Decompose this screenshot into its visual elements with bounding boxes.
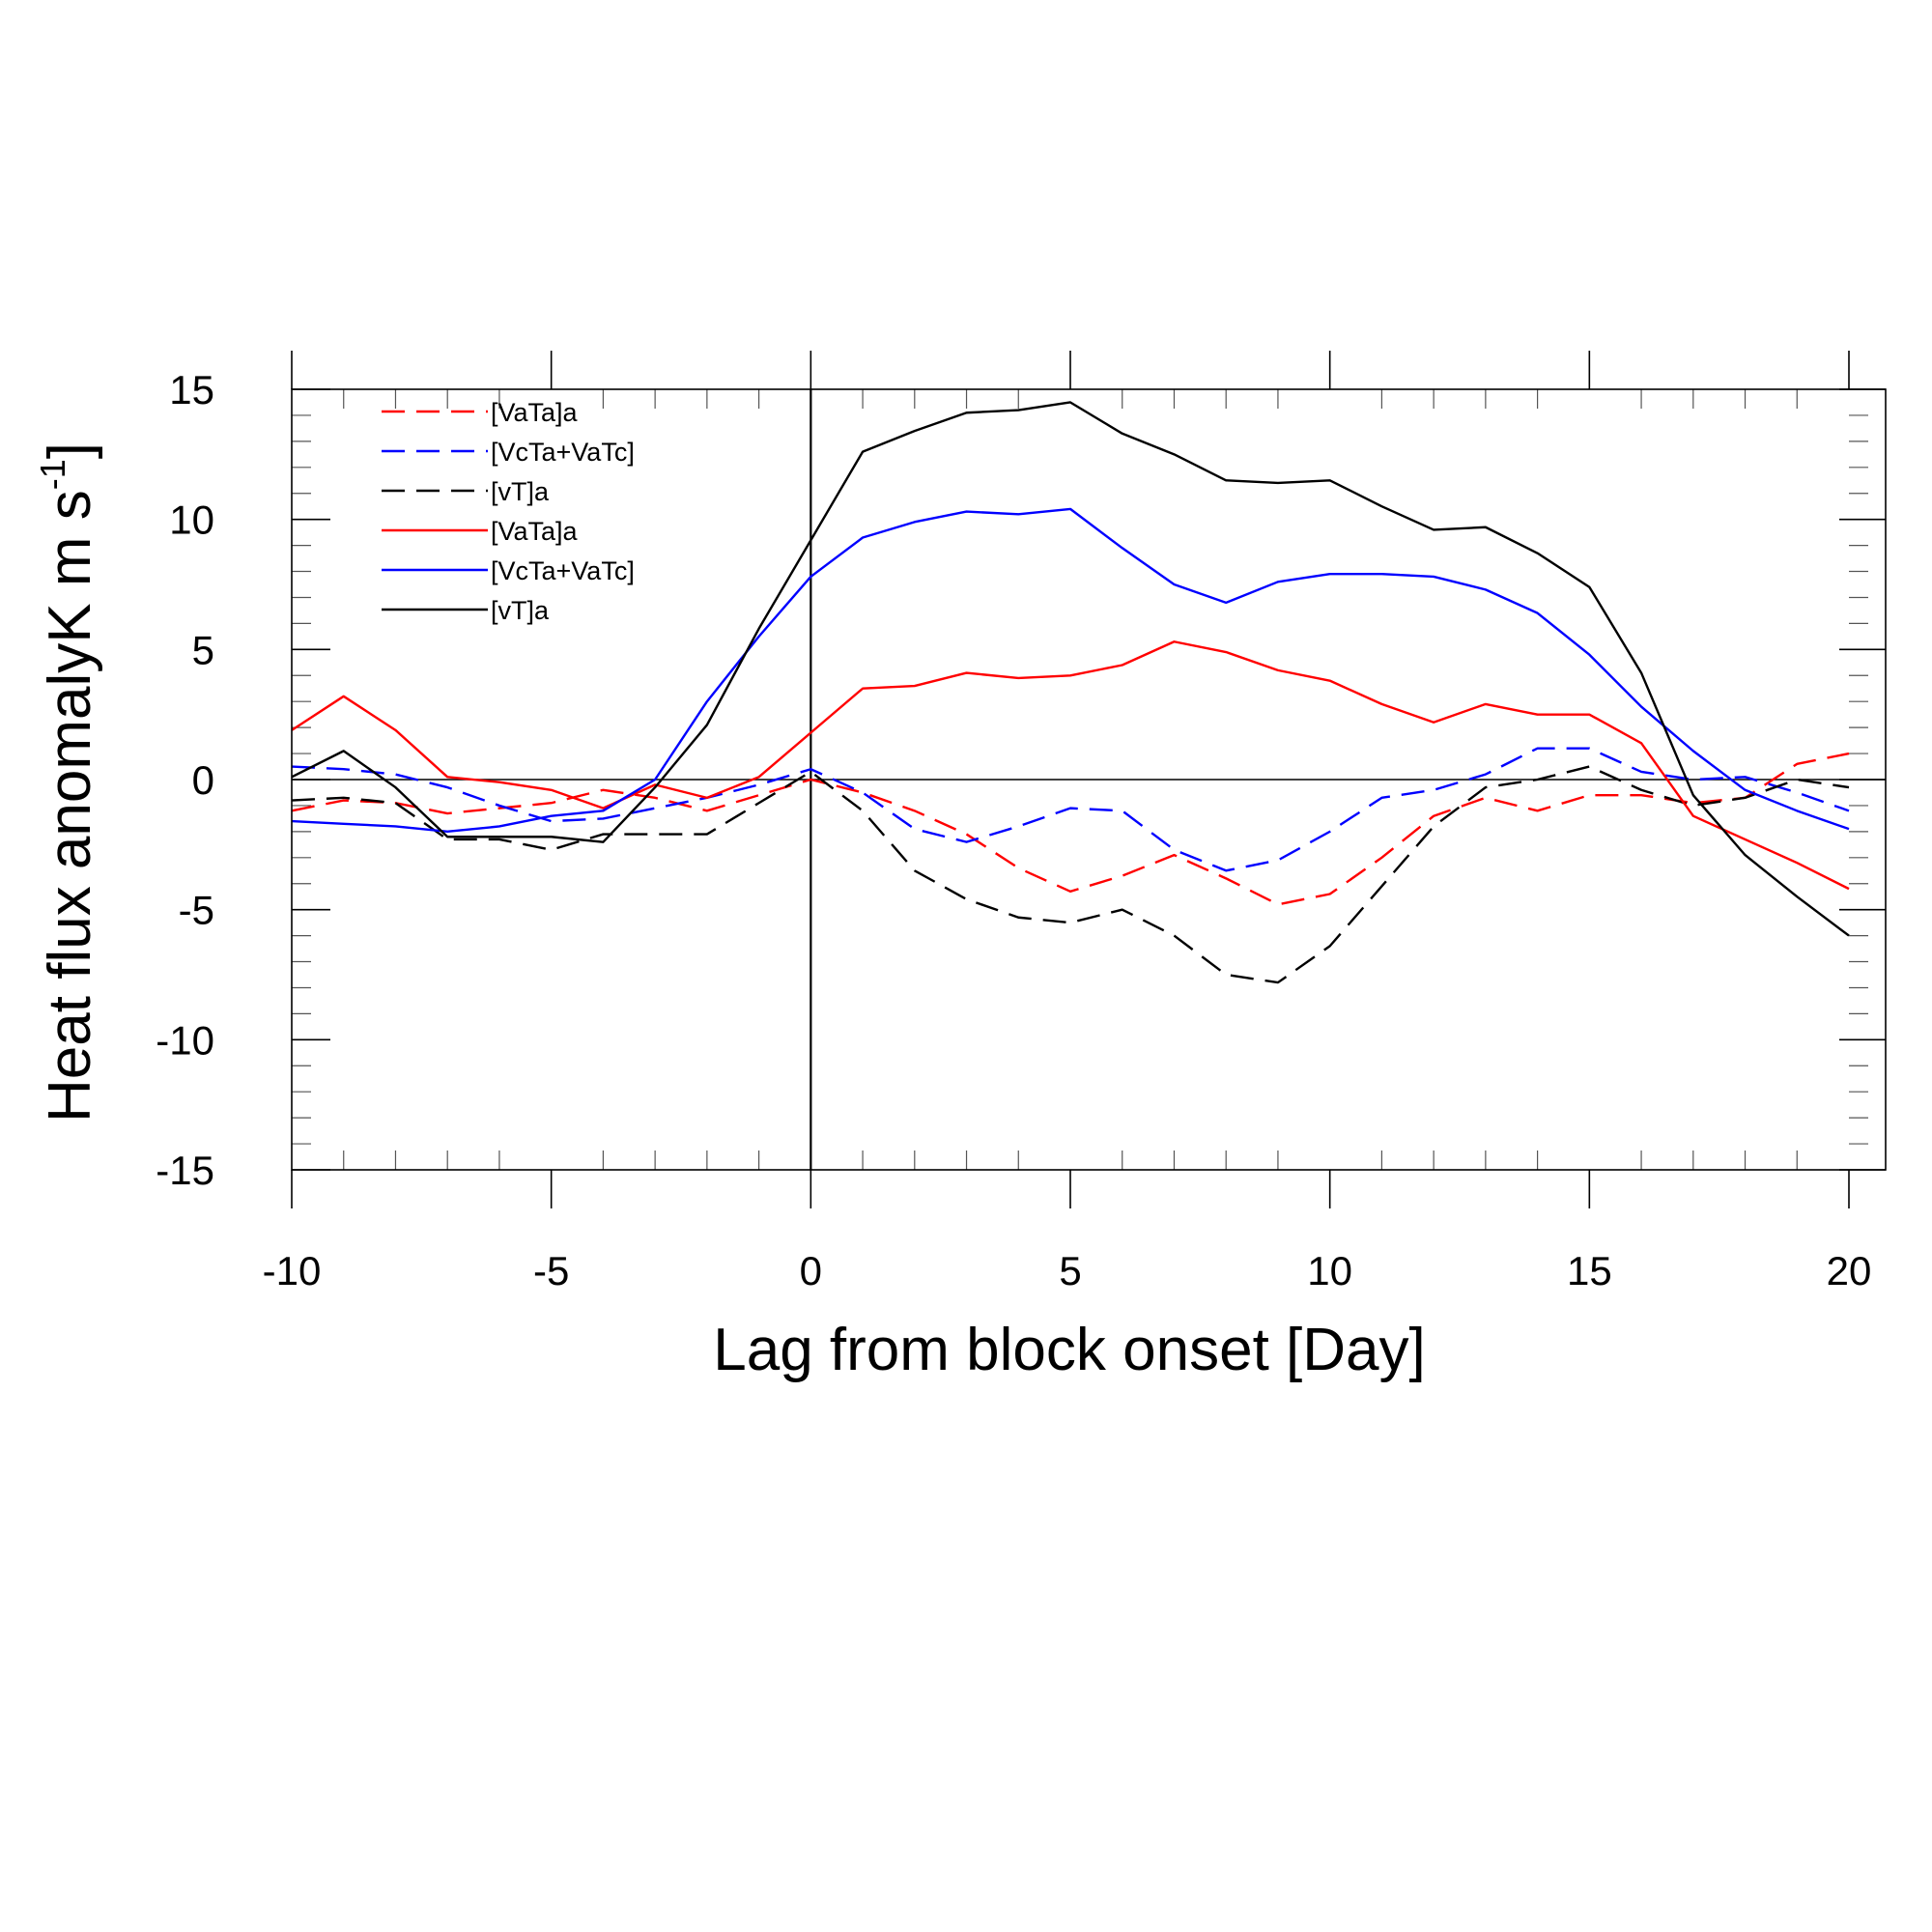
y-axis-title: Heat flux anomalyK m s-1] xyxy=(33,442,103,1122)
y-tick-labels: -15 -10 -5 0 5 10 15 xyxy=(156,367,214,1193)
legend-label: [VcTa+VaTc] xyxy=(491,556,635,585)
y-tick-label: -5 xyxy=(179,888,214,933)
x-tick-label: -5 xyxy=(533,1248,569,1293)
y-tick-label: 10 xyxy=(169,497,214,543)
x-tick-label: 10 xyxy=(1307,1248,1352,1293)
legend-label: [VaTa]a xyxy=(491,398,579,427)
y-axis-title-superscript: -1 xyxy=(33,459,72,490)
x-axis-title: Lag from block onset [Day] xyxy=(713,1317,1425,1383)
series-line-solid-3 xyxy=(291,640,1850,891)
y-axis-title-bracket: ] xyxy=(37,442,103,459)
legend: [VaTa]a [VcTa+VaTc] [vT]a [VaTa]a [VcTa+VaTc… xyxy=(382,398,635,625)
series-lines xyxy=(291,401,1850,984)
x-tick-label: 20 xyxy=(1827,1248,1872,1293)
x-tick-label: 0 xyxy=(800,1248,822,1293)
series-line-dashed-1 xyxy=(291,747,1850,872)
y-tick-label: 0 xyxy=(192,757,214,803)
series-line-solid-4 xyxy=(291,507,1850,834)
legend-label: [vT]a xyxy=(491,477,550,506)
x-tick-label: -10 xyxy=(263,1248,322,1293)
y-tick-label: 15 xyxy=(169,367,214,412)
x-tick-label: 5 xyxy=(1059,1248,1081,1293)
y-tick-label: -15 xyxy=(156,1148,214,1193)
y-tick-label: -10 xyxy=(156,1017,214,1063)
y-tick-label: 5 xyxy=(192,627,214,672)
legend-label: [VcTa+VaTc] xyxy=(491,438,635,467)
legend-label: [vT]a xyxy=(491,596,550,625)
legend-label: [VaTa]a xyxy=(491,517,579,546)
plot-frame xyxy=(291,388,1887,1171)
minor-ticks xyxy=(292,389,1868,1170)
x-tick-label: 15 xyxy=(1567,1248,1612,1293)
series-line-dashed-0 xyxy=(291,752,1850,906)
y-axis-title-main: Heat flux anomalyK m s xyxy=(37,490,103,1122)
x-tick-labels: -10 -5 0 5 10 15 20 xyxy=(263,1248,1872,1293)
series-line-solid-5 xyxy=(291,401,1850,937)
